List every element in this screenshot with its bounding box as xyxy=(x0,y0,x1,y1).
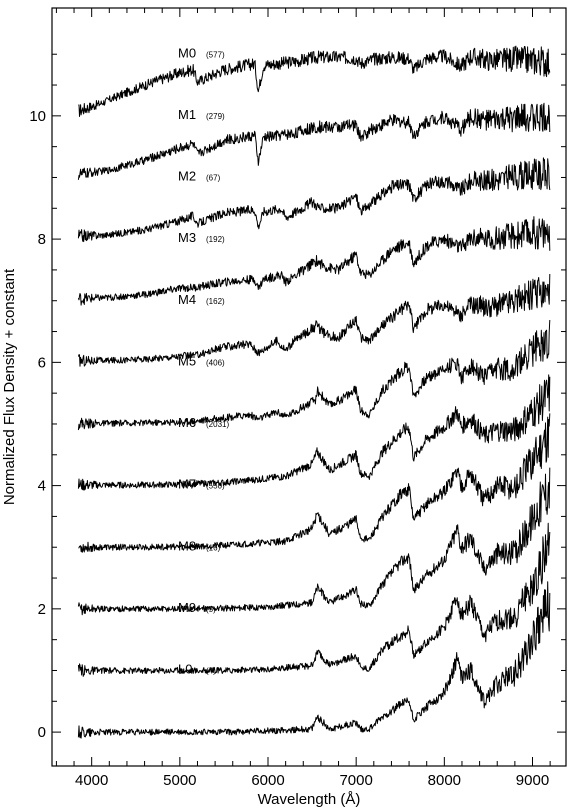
spectrum-label-m6: M6 xyxy=(178,415,196,430)
y-tick-label: 2 xyxy=(38,601,46,618)
y-tick-label: 8 xyxy=(38,231,46,248)
spectrum-line-m3 xyxy=(77,216,551,306)
spectrum-line-m5 xyxy=(77,319,551,431)
spectrum-label-m9: M9 xyxy=(178,600,196,615)
spectrum-label-m5: M5 xyxy=(178,353,196,368)
spectrum-labels: M0 (577) M1 (279) M2 (67) M3 (192) M4 (162) M5 (406… xyxy=(178,45,229,676)
spectrum-count-m6: (2031) xyxy=(206,420,229,429)
y-tick-label: 0 xyxy=(38,724,46,741)
spectrum-line-m9 xyxy=(77,522,551,677)
spectrum-line-m4 xyxy=(77,273,551,367)
spectrum-label-m3: M3 xyxy=(178,230,196,245)
spectrum-label-m0: M0 xyxy=(178,45,196,60)
spectrum-count-m4: (162) xyxy=(206,297,225,306)
spectrum-line-l0 xyxy=(77,581,551,739)
spectrum-label-m1: M1 xyxy=(178,107,196,122)
spectrum-label-m8: M8 xyxy=(178,538,196,553)
spectrum-line-m1 xyxy=(77,102,551,180)
x-tick-label: 9000 xyxy=(516,772,549,789)
spectrum-line-m8 xyxy=(77,467,551,616)
spectrum-count-m5: (406) xyxy=(206,358,225,367)
y-tick-label: 4 xyxy=(38,478,46,495)
x-tick-label: 4000 xyxy=(75,772,108,789)
y-axis-label: Normalized Flux Density + constant xyxy=(1,268,18,505)
spectrum-label-m4: M4 xyxy=(178,292,196,307)
x-tick-label: 5000 xyxy=(163,772,196,789)
spectrum-count-m1: (279) xyxy=(206,112,225,121)
spectra xyxy=(77,45,551,739)
x-tick-label: 6000 xyxy=(251,772,284,789)
spectrum-label-l0: L0 xyxy=(178,662,192,677)
plot-frame xyxy=(51,7,567,767)
spectrum-count-m2: (67) xyxy=(206,174,221,183)
spectrum-label-m7: M7 xyxy=(178,477,196,492)
x-tick-label: 8000 xyxy=(428,772,461,789)
y-tick-label: 6 xyxy=(38,354,46,371)
spectrum-count-l0: (4) xyxy=(206,667,216,676)
spectrum-count-m9: (5) xyxy=(206,605,216,614)
spectrum-label-m2: M2 xyxy=(178,169,196,184)
y-axis-ticks: 0 2 4 6 8 10 xyxy=(29,53,566,741)
spectrum-count-m8: (16) xyxy=(206,543,221,552)
spectrum-line-m0 xyxy=(78,45,551,117)
x-axis-label: Wavelength (Å) xyxy=(258,791,361,808)
spectrum-count-m3: (192) xyxy=(206,235,225,244)
axes: 4000 5000 6000 7000 8000 9000 0 2 4 6 8 10 xyxy=(29,7,567,789)
spectrum-count-m7: (550) xyxy=(206,482,225,491)
x-axis-ticks: 4000 5000 6000 7000 8000 9000 xyxy=(55,8,551,789)
y-tick-label: 10 xyxy=(29,108,46,125)
spectrum-line-m6 xyxy=(77,374,551,491)
spectrum-count-m0: (577) xyxy=(206,50,225,59)
spectrum-line-m7 xyxy=(78,413,551,553)
x-tick-label: 7000 xyxy=(339,772,372,789)
spectrum-line-m2 xyxy=(77,157,551,243)
